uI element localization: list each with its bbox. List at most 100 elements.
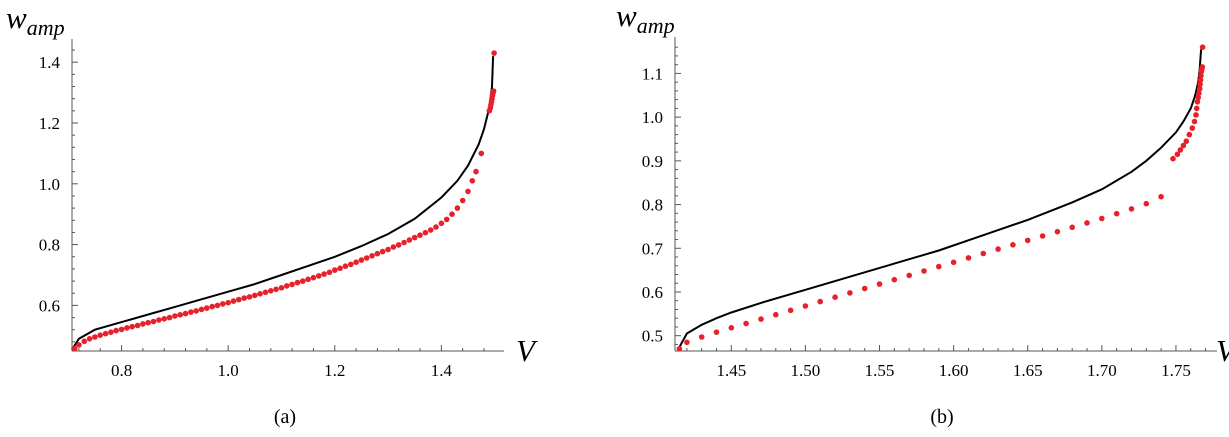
data-point	[1197, 81, 1203, 88]
data-point	[1069, 224, 1075, 231]
data-point	[395, 242, 402, 248]
y-tick-label: 0.8	[39, 236, 60, 255]
data-point	[491, 50, 497, 56]
data-point	[965, 255, 972, 261]
data-point	[124, 325, 130, 331]
data-point	[773, 311, 779, 318]
data-point	[156, 317, 162, 323]
data-point	[1191, 118, 1198, 125]
data-point	[847, 290, 853, 296]
x-tick-label: 1.60	[939, 361, 969, 380]
y-tick-label: 1.4	[39, 53, 61, 72]
data-point	[950, 259, 957, 266]
x-axis-title: V	[516, 333, 538, 368]
data-point	[1199, 44, 1206, 50]
y-tick-label: 0.7	[642, 239, 664, 258]
data-point	[1189, 125, 1196, 131]
data-point	[220, 301, 226, 307]
data-point	[102, 330, 109, 337]
data-point	[332, 267, 338, 273]
y-tick-label: 0.6	[39, 296, 60, 315]
data-point	[177, 312, 183, 318]
data-point	[71, 345, 78, 352]
data-point	[676, 346, 683, 352]
data-point	[379, 248, 386, 255]
panel-caption: (a)	[274, 406, 296, 428]
data-point	[305, 276, 311, 283]
data-point	[698, 334, 705, 340]
x-tick-label: 0.8	[111, 361, 132, 380]
data-point	[342, 263, 349, 270]
data-point	[92, 334, 98, 340]
data-point	[490, 88, 497, 94]
y-tick-label: 1.1	[642, 64, 663, 83]
x-tick-label: 1.75	[1161, 361, 1191, 380]
data-point	[1193, 105, 1200, 112]
data-point	[1158, 193, 1164, 200]
data-point	[1196, 90, 1202, 96]
data-point	[86, 336, 93, 342]
x-tick-label: 1.50	[791, 361, 821, 380]
data-point	[76, 342, 82, 348]
data-point	[321, 271, 327, 277]
x-tick-label: 1.0	[218, 361, 239, 380]
data-point	[1199, 64, 1206, 70]
y-tick-label: 0.6	[642, 283, 663, 302]
data-point	[469, 178, 476, 184]
x-tick-label: 1.70	[1087, 361, 1117, 380]
data-point	[390, 244, 397, 250]
data-point	[204, 305, 210, 311]
data-point	[246, 294, 253, 300]
data-point	[188, 309, 194, 315]
data-point	[97, 332, 103, 339]
data-point	[713, 329, 720, 336]
y-tick-label: 0.9	[642, 152, 663, 171]
data-point	[257, 291, 263, 297]
data-point	[454, 205, 461, 211]
data-point	[758, 316, 764, 322]
data-point	[1113, 210, 1120, 217]
data-point	[995, 246, 1001, 252]
data-point	[684, 339, 690, 346]
data-point	[316, 273, 322, 279]
data-point	[438, 220, 445, 227]
data-point	[284, 283, 290, 289]
data-point	[891, 276, 898, 283]
data-point	[134, 322, 141, 329]
data-point	[198, 306, 205, 313]
data-point	[348, 261, 354, 268]
data-point	[278, 285, 285, 291]
data-point	[427, 227, 434, 233]
x-tick-label: 1.4	[431, 361, 453, 380]
data-point	[363, 255, 370, 261]
x-tick-label: 1.2	[324, 361, 345, 380]
data-point	[1194, 99, 1201, 105]
data-point	[921, 268, 927, 274]
data-point	[193, 308, 199, 314]
data-point	[1183, 138, 1190, 144]
y-axis-title: wamp	[616, 0, 675, 38]
data-point	[353, 259, 359, 266]
data-point	[906, 272, 912, 279]
chart-panel-b: 1.45 1.50 1.55 1.60 1.65 1.70 1.75 0.5 0.6 0.7 0.8…	[616, 0, 1229, 428]
data-point	[113, 327, 119, 334]
data-point	[1039, 233, 1046, 239]
data-point	[1099, 215, 1105, 222]
data-point	[417, 232, 423, 238]
x-tick-label: 1.55	[865, 361, 895, 380]
x-tick-label: 1.65	[1013, 361, 1043, 380]
y-tick-label: 0.5	[642, 327, 663, 346]
data-point	[876, 281, 883, 287]
data-point	[214, 302, 221, 309]
data-point	[936, 263, 942, 270]
data-point	[406, 237, 413, 243]
data-point	[230, 298, 237, 304]
data-point	[145, 319, 151, 326]
data-point	[1143, 200, 1150, 207]
data-point	[1128, 206, 1135, 212]
panel-caption: (b)	[930, 406, 953, 428]
analytic-curve	[71, 56, 495, 351]
data-point	[166, 314, 173, 321]
